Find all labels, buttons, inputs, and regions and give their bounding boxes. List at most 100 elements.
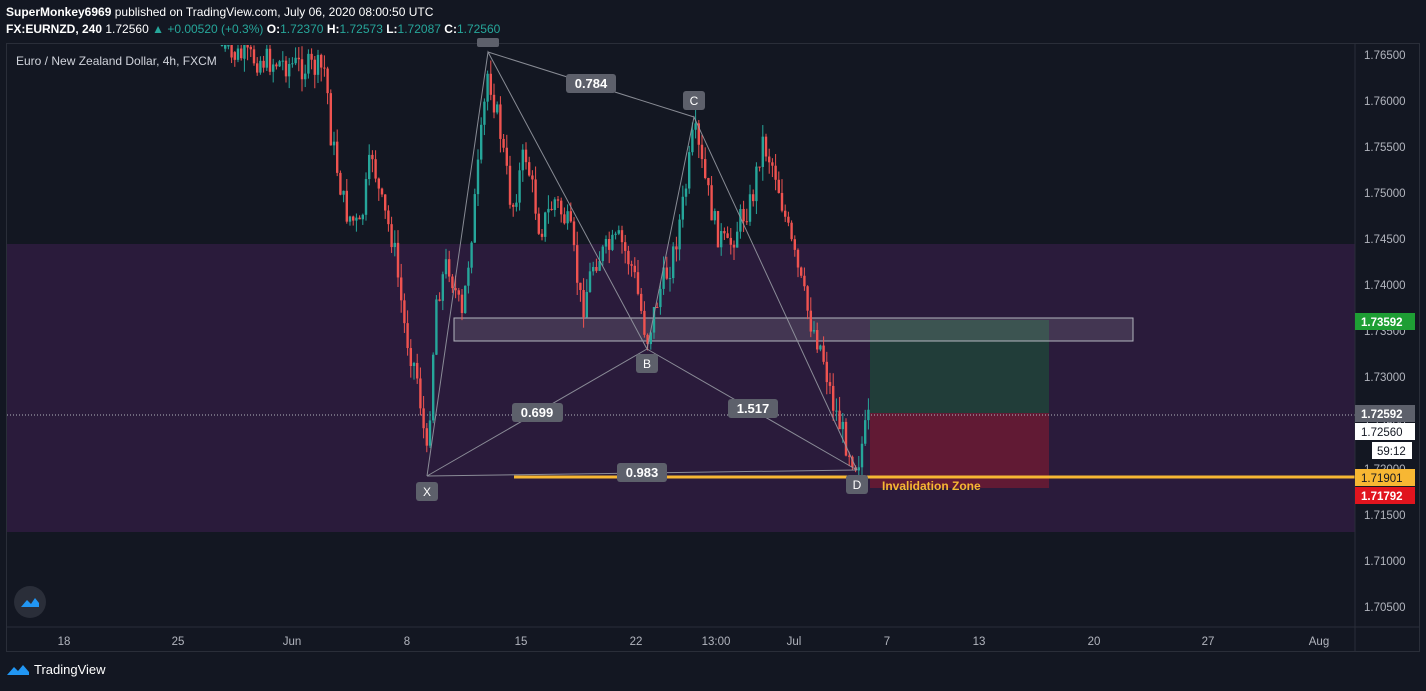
candle-body bbox=[435, 299, 438, 355]
ratio-label-xb[interactable]: 0.699 bbox=[512, 403, 563, 422]
candle-body bbox=[723, 231, 726, 234]
candle-body bbox=[278, 61, 281, 67]
candle-body bbox=[704, 159, 707, 179]
candle-body bbox=[345, 190, 348, 222]
target-zone bbox=[870, 320, 1049, 413]
candle-body bbox=[416, 362, 419, 379]
point-label-d[interactable]: D bbox=[846, 475, 868, 494]
symbol-label: FX:EURNZD, 240 bbox=[6, 22, 103, 36]
candle-body bbox=[460, 294, 464, 314]
candle-body bbox=[550, 208, 553, 210]
candle-body bbox=[291, 63, 294, 65]
low-value: 1.72087 bbox=[397, 22, 441, 36]
candle-body bbox=[649, 332, 652, 345]
candle-body bbox=[521, 149, 524, 171]
candle-body bbox=[832, 385, 835, 411]
countdown-tag: 59:12 bbox=[1372, 442, 1412, 459]
candle-body bbox=[454, 288, 457, 291]
candle-body bbox=[281, 60, 284, 62]
candle-body bbox=[694, 123, 697, 130]
tradingview-badge[interactable] bbox=[14, 586, 46, 618]
candle-body bbox=[220, 45, 224, 46]
author-name[interactable]: SuperMonkey6969 bbox=[6, 5, 112, 19]
candle-body bbox=[592, 266, 595, 272]
candle-body bbox=[400, 277, 403, 301]
point-b-text: B bbox=[643, 357, 651, 371]
price-axis[interactable]: 1.76500 1.76000 1.75500 1.75000 1.74500 1.740… bbox=[1364, 50, 1406, 614]
point-label-b[interactable]: B bbox=[636, 354, 658, 373]
time-tick-label: 13 bbox=[973, 636, 986, 648]
candle-body bbox=[252, 49, 256, 64]
candle-body bbox=[720, 231, 723, 248]
candle-body bbox=[857, 467, 860, 471]
ratio-label-ac[interactable]: 0.784 bbox=[566, 74, 616, 93]
stop-price-text: 1.71792 bbox=[1361, 491, 1403, 503]
last-price: 1.72560 bbox=[105, 22, 149, 36]
candle-body bbox=[240, 48, 243, 59]
ratio-label-bd[interactable]: 1.517 bbox=[728, 399, 778, 418]
candle-body bbox=[716, 211, 720, 248]
time-tick-label: 15 bbox=[515, 636, 528, 648]
candle-body bbox=[390, 224, 393, 248]
candle-body bbox=[300, 59, 304, 80]
candle-body bbox=[486, 73, 489, 102]
candle-body bbox=[684, 188, 688, 197]
candle-body bbox=[668, 278, 672, 280]
time-tick-label: Aug bbox=[1309, 636, 1329, 648]
candle-body bbox=[848, 455, 851, 457]
time-tick-label: 20 bbox=[1088, 636, 1101, 648]
chart-symbol-title: Euro / New Zealand Dollar, 4h, FXCM bbox=[16, 54, 217, 68]
candle-body bbox=[652, 307, 656, 333]
candle-body bbox=[524, 149, 528, 163]
price-tick-label: 1.71000 bbox=[1364, 556, 1406, 568]
candle-body bbox=[796, 249, 800, 268]
candle-body bbox=[544, 212, 547, 237]
candle-body bbox=[409, 348, 412, 367]
candle-body bbox=[630, 264, 633, 266]
candle-body bbox=[838, 410, 841, 430]
candle-body bbox=[707, 178, 710, 186]
candle-body bbox=[243, 45, 246, 59]
ratio-label-xd[interactable]: 0.983 bbox=[617, 463, 667, 482]
candle-body bbox=[377, 178, 380, 189]
chart-frame[interactable] bbox=[6, 43, 1420, 652]
candle-body bbox=[691, 129, 694, 153]
candle-body bbox=[534, 179, 537, 214]
ratio-xb-text: 0.699 bbox=[521, 405, 554, 420]
footer: TradingView bbox=[6, 662, 106, 677]
symbol-info: FX:EURNZD, 240 1.72560 ▲ +0.00520 (+0.3%… bbox=[6, 22, 500, 36]
candle-body bbox=[761, 136, 764, 167]
high-label: H: bbox=[326, 22, 340, 36]
close-label: C: bbox=[444, 22, 457, 36]
candle-body bbox=[851, 456, 854, 468]
candle-body bbox=[678, 219, 681, 250]
candle-body bbox=[457, 290, 460, 295]
candle-body bbox=[393, 242, 396, 248]
published-text: published on TradingView.com, July 06, 2… bbox=[114, 5, 434, 19]
candle-body bbox=[819, 345, 822, 350]
candle-body bbox=[768, 156, 771, 163]
candle-body bbox=[752, 194, 755, 202]
candle-body bbox=[710, 185, 713, 221]
candle-body bbox=[384, 194, 387, 211]
candle-body bbox=[828, 382, 832, 386]
entry-price-tag: 1.71901 bbox=[1355, 469, 1415, 486]
candle-body bbox=[342, 190, 345, 195]
price-tick-label: 1.71500 bbox=[1364, 510, 1406, 522]
target-price-tag: 1.73592 bbox=[1355, 313, 1415, 330]
time-axis[interactable]: 18 25 Jun 8 15 22 13:00 Jul 7 13 20 27 Aug bbox=[58, 636, 1330, 648]
candle-body bbox=[374, 159, 377, 179]
time-tick-label: Jun bbox=[283, 636, 302, 648]
candle-body bbox=[547, 208, 550, 213]
point-label-x[interactable]: X bbox=[416, 482, 438, 501]
candle-body bbox=[336, 141, 339, 173]
point-label-c[interactable]: C bbox=[683, 91, 705, 110]
time-tick-label: 13:00 bbox=[702, 636, 731, 648]
candle-body bbox=[224, 45, 227, 49]
candle-body bbox=[697, 123, 700, 145]
candle-body bbox=[732, 244, 736, 248]
footer-brand[interactable]: TradingView bbox=[34, 662, 106, 677]
candle-body bbox=[310, 53, 313, 60]
candle-body bbox=[806, 286, 809, 311]
